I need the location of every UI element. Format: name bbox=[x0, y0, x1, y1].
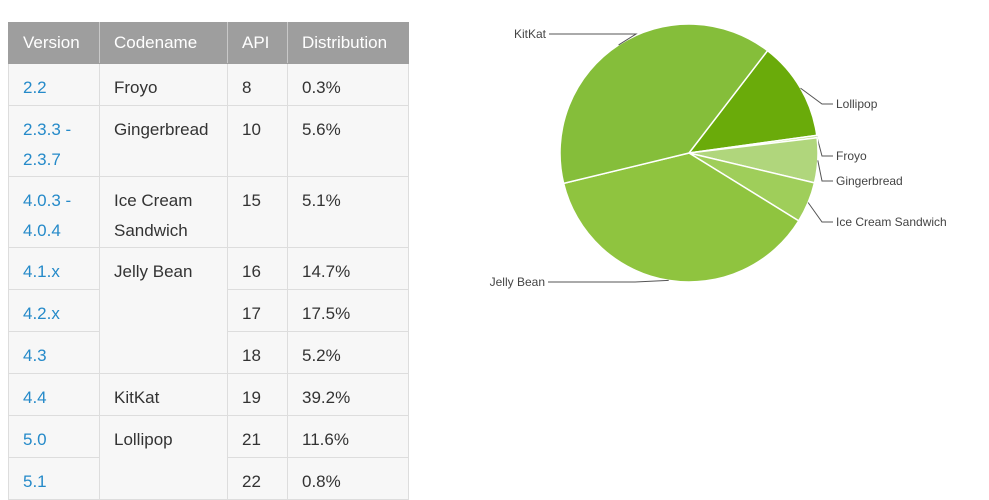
version-link[interactable]: 4.1.x bbox=[8, 247, 100, 290]
codename-cell: Jelly Bean bbox=[99, 247, 228, 374]
pie-leader-line bbox=[816, 136, 833, 157]
table-row: 2.2 Froyo 8 0.3% bbox=[8, 63, 409, 106]
distribution-cell: 0.8% bbox=[287, 457, 409, 500]
pie-label: Gingerbread bbox=[836, 174, 903, 188]
pie-slice-jelly-bean bbox=[562, 152, 800, 283]
distribution-table: Version Codename API Distribution 2.2 Fr… bbox=[8, 22, 409, 500]
table-row: 4.3 18 5.2% bbox=[8, 331, 409, 374]
codename-cell: Gingerbread bbox=[99, 105, 228, 177]
version-link[interactable]: 4.0.3 - 4.0.4 bbox=[8, 176, 100, 248]
api-cell: 17 bbox=[227, 289, 288, 332]
pie-label: Lollipop bbox=[836, 97, 878, 111]
codename-cell: Froyo bbox=[99, 63, 228, 106]
version-link[interactable]: 4.4 bbox=[8, 373, 100, 416]
table-row: 4.0.3 - 4.0.4 Ice Cream Sandwich 15 5.1% bbox=[8, 176, 409, 248]
header-distribution: Distribution bbox=[287, 22, 409, 64]
distribution-cell: 14.7% bbox=[287, 247, 409, 290]
header-version: Version bbox=[8, 22, 100, 64]
version-link[interactable]: 2.2 bbox=[8, 63, 100, 106]
table-row: 4.4 KitKat 19 39.2% bbox=[8, 373, 409, 416]
api-cell: 21 bbox=[227, 415, 288, 458]
api-cell: 8 bbox=[227, 63, 288, 106]
version-link[interactable]: 4.3 bbox=[8, 331, 100, 374]
table-row: 4.2.x 17 17.5% bbox=[8, 289, 409, 332]
pie-label: Jelly Bean bbox=[490, 275, 545, 289]
distribution-cell: 0.3% bbox=[287, 63, 409, 106]
version-link[interactable]: 5.1 bbox=[8, 457, 100, 500]
codename-cell: Ice Cream Sandwich bbox=[99, 176, 228, 248]
pie-leader-line bbox=[549, 33, 638, 46]
codename-cell: KitKat bbox=[99, 373, 228, 416]
api-cell: 19 bbox=[227, 373, 288, 416]
table-row: 4.1.x Jelly Bean 16 14.7% bbox=[8, 247, 409, 374]
pie-label: Ice Cream Sandwich bbox=[836, 215, 947, 229]
distribution-cell: 17.5% bbox=[287, 289, 409, 332]
api-cell: 18 bbox=[227, 331, 288, 374]
pie-leader-line bbox=[800, 87, 833, 105]
pie-label: Froyo bbox=[836, 149, 867, 163]
pie-label: KitKat bbox=[514, 27, 547, 41]
table-header-row: Version Codename API Distribution bbox=[8, 22, 409, 64]
pie-leader-line bbox=[807, 202, 833, 223]
pie-leader-line bbox=[548, 279, 669, 283]
api-cell: 15 bbox=[227, 176, 288, 248]
distribution-cell: 39.2% bbox=[287, 373, 409, 416]
api-cell: 10 bbox=[227, 105, 288, 177]
codename-cell: Lollipop bbox=[99, 415, 228, 500]
distribution-cell: 5.1% bbox=[287, 176, 409, 248]
table-row: 5.1 22 0.8% bbox=[8, 457, 409, 500]
pie-leader-line bbox=[817, 160, 833, 182]
